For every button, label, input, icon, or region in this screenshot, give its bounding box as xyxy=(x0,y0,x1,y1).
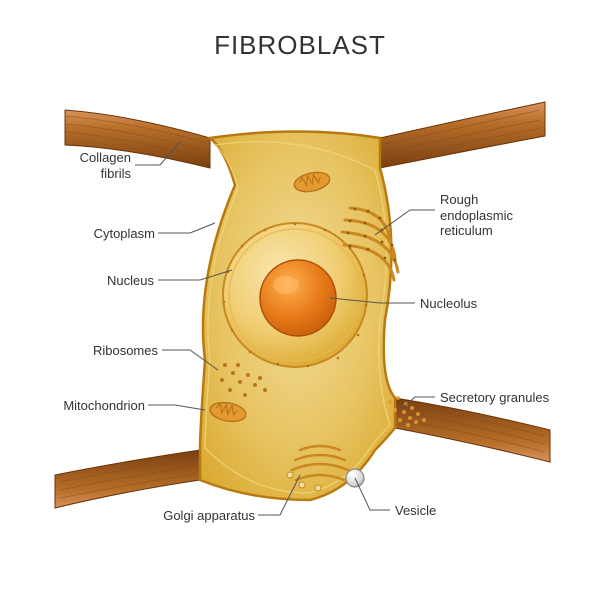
label-nucleus: Nucleus xyxy=(92,273,154,289)
label-vesicle: Vesicle xyxy=(395,503,436,519)
label-cytoplasm: Cytoplasm xyxy=(80,226,155,242)
collagen-fibril-lower-left xyxy=(55,450,200,508)
collagen-fibril-upper-right xyxy=(380,102,545,168)
fibroblast-diagram: Collagenfibrils Cytoplasm Nucleus Riboso… xyxy=(50,80,550,560)
label-secretory: Secretory granules xyxy=(440,390,549,406)
label-mitochondrion: Mitochondrion xyxy=(50,398,145,414)
label-nucleolus: Nucleolus xyxy=(420,296,477,312)
nucleolus xyxy=(260,260,336,336)
collagen-fibril-lower-right xyxy=(395,398,550,462)
label-ribosomes: Ribosomes xyxy=(80,343,158,359)
label-collagen-fibrils: Collagenfibrils xyxy=(66,150,131,181)
label-rough-er: Roughendoplasmicreticulum xyxy=(440,192,513,239)
label-golgi: Golgi apparatus xyxy=(150,508,255,524)
diagram-title: FIBROBLAST xyxy=(0,30,600,61)
